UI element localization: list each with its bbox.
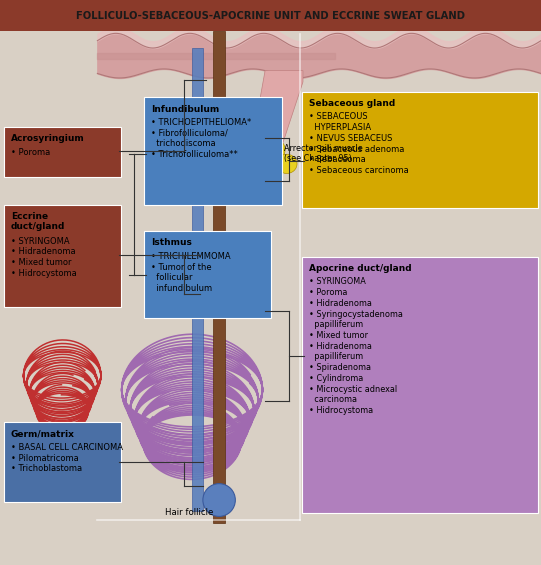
Polygon shape [249, 71, 303, 172]
Text: • Sebaceous adenoma: • Sebaceous adenoma [309, 145, 405, 154]
Text: • Microcystic adnexal
  carcinoma: • Microcystic adnexal carcinoma [309, 385, 398, 404]
FancyBboxPatch shape [0, 0, 541, 31]
Text: Acrosyringium: Acrosyringium [11, 134, 84, 144]
Text: • TRICHOEPITHELIOMA*: • TRICHOEPITHELIOMA* [151, 118, 252, 127]
FancyBboxPatch shape [302, 257, 538, 513]
Text: • Hidradenoma
  papilliferum: • Hidradenoma papilliferum [309, 342, 372, 361]
Text: Hair follicle: Hair follicle [165, 508, 213, 517]
FancyBboxPatch shape [4, 205, 121, 307]
Text: • Mixed tumor: • Mixed tumor [309, 331, 368, 340]
Text: • Fibrofolliculoma/
  trichodiscoma: • Fibrofolliculoma/ trichodiscoma [151, 129, 228, 148]
Text: Apocrine duct/gland: Apocrine duct/gland [309, 264, 412, 273]
Text: • Cylindroma: • Cylindroma [309, 374, 364, 383]
Text: Isthmus: Isthmus [151, 238, 193, 247]
Text: • Hidradenoma: • Hidradenoma [309, 299, 372, 308]
Text: • NEVUS SEBACEUS: • NEVUS SEBACEUS [309, 134, 393, 143]
Text: • Spiradenoma: • Spiradenoma [309, 363, 372, 372]
Text: • Hidradenoma: • Hidradenoma [11, 247, 75, 257]
Text: FOLLICULO-SEBACEOUS-APOCRINE UNIT AND ECCRINE SWEAT GLAND: FOLLICULO-SEBACEOUS-APOCRINE UNIT AND EC… [76, 11, 465, 21]
Text: • Tumor of the
  follicular
  infundibulum: • Tumor of the follicular infundibulum [151, 263, 213, 293]
Text: • Poroma: • Poroma [11, 148, 50, 157]
Text: • TRICHILEMMOMA: • TRICHILEMMOMA [151, 252, 231, 261]
FancyBboxPatch shape [302, 92, 538, 208]
Text: Sebaceous gland: Sebaceous gland [309, 99, 395, 108]
Ellipse shape [217, 154, 237, 173]
Ellipse shape [276, 154, 297, 173]
Text: Germ/matrix: Germ/matrix [11, 429, 75, 438]
FancyBboxPatch shape [4, 127, 121, 177]
Ellipse shape [243, 161, 270, 186]
Text: • Pilomatricoma: • Pilomatricoma [11, 454, 78, 463]
Text: • SEBACEOUS
  HYPERPLASIA: • SEBACEOUS HYPERPLASIA [309, 112, 372, 132]
FancyBboxPatch shape [192, 48, 203, 511]
Text: • SYRINGOMA: • SYRINGOMA [309, 277, 366, 286]
Text: • Mixed tumor: • Mixed tumor [11, 258, 71, 267]
FancyBboxPatch shape [144, 231, 271, 318]
FancyBboxPatch shape [4, 422, 121, 502]
Text: • Sebaceous carcinoma: • Sebaceous carcinoma [309, 166, 409, 175]
Text: • Syringocystadenoma
  papilliferum: • Syringocystadenoma papilliferum [309, 310, 404, 329]
Ellipse shape [229, 138, 255, 162]
Text: Infundibulum: Infundibulum [151, 105, 220, 114]
Ellipse shape [203, 484, 235, 516]
Text: • Hidrocystoma: • Hidrocystoma [11, 269, 77, 278]
FancyBboxPatch shape [144, 97, 282, 205]
Text: • SYRINGOMA: • SYRINGOMA [11, 237, 69, 246]
Text: • Trichofolliculoma**: • Trichofolliculoma** [151, 150, 238, 159]
Text: • Poroma: • Poroma [309, 288, 348, 297]
Text: • Hidrocystoma: • Hidrocystoma [309, 406, 374, 415]
Text: • Trichoblastoma: • Trichoblastoma [11, 464, 82, 473]
Ellipse shape [259, 138, 285, 162]
Text: • BASAL CELL CARCINOMA: • BASAL CELL CARCINOMA [11, 443, 123, 452]
Text: Arrector pili muscle
(see Chapter 95): Arrector pili muscle (see Chapter 95) [284, 144, 363, 163]
FancyBboxPatch shape [213, 31, 225, 523]
Text: • Sebaceoma: • Sebaceoma [309, 155, 366, 164]
Text: Eccrine
duct/gland: Eccrine duct/gland [11, 212, 65, 231]
